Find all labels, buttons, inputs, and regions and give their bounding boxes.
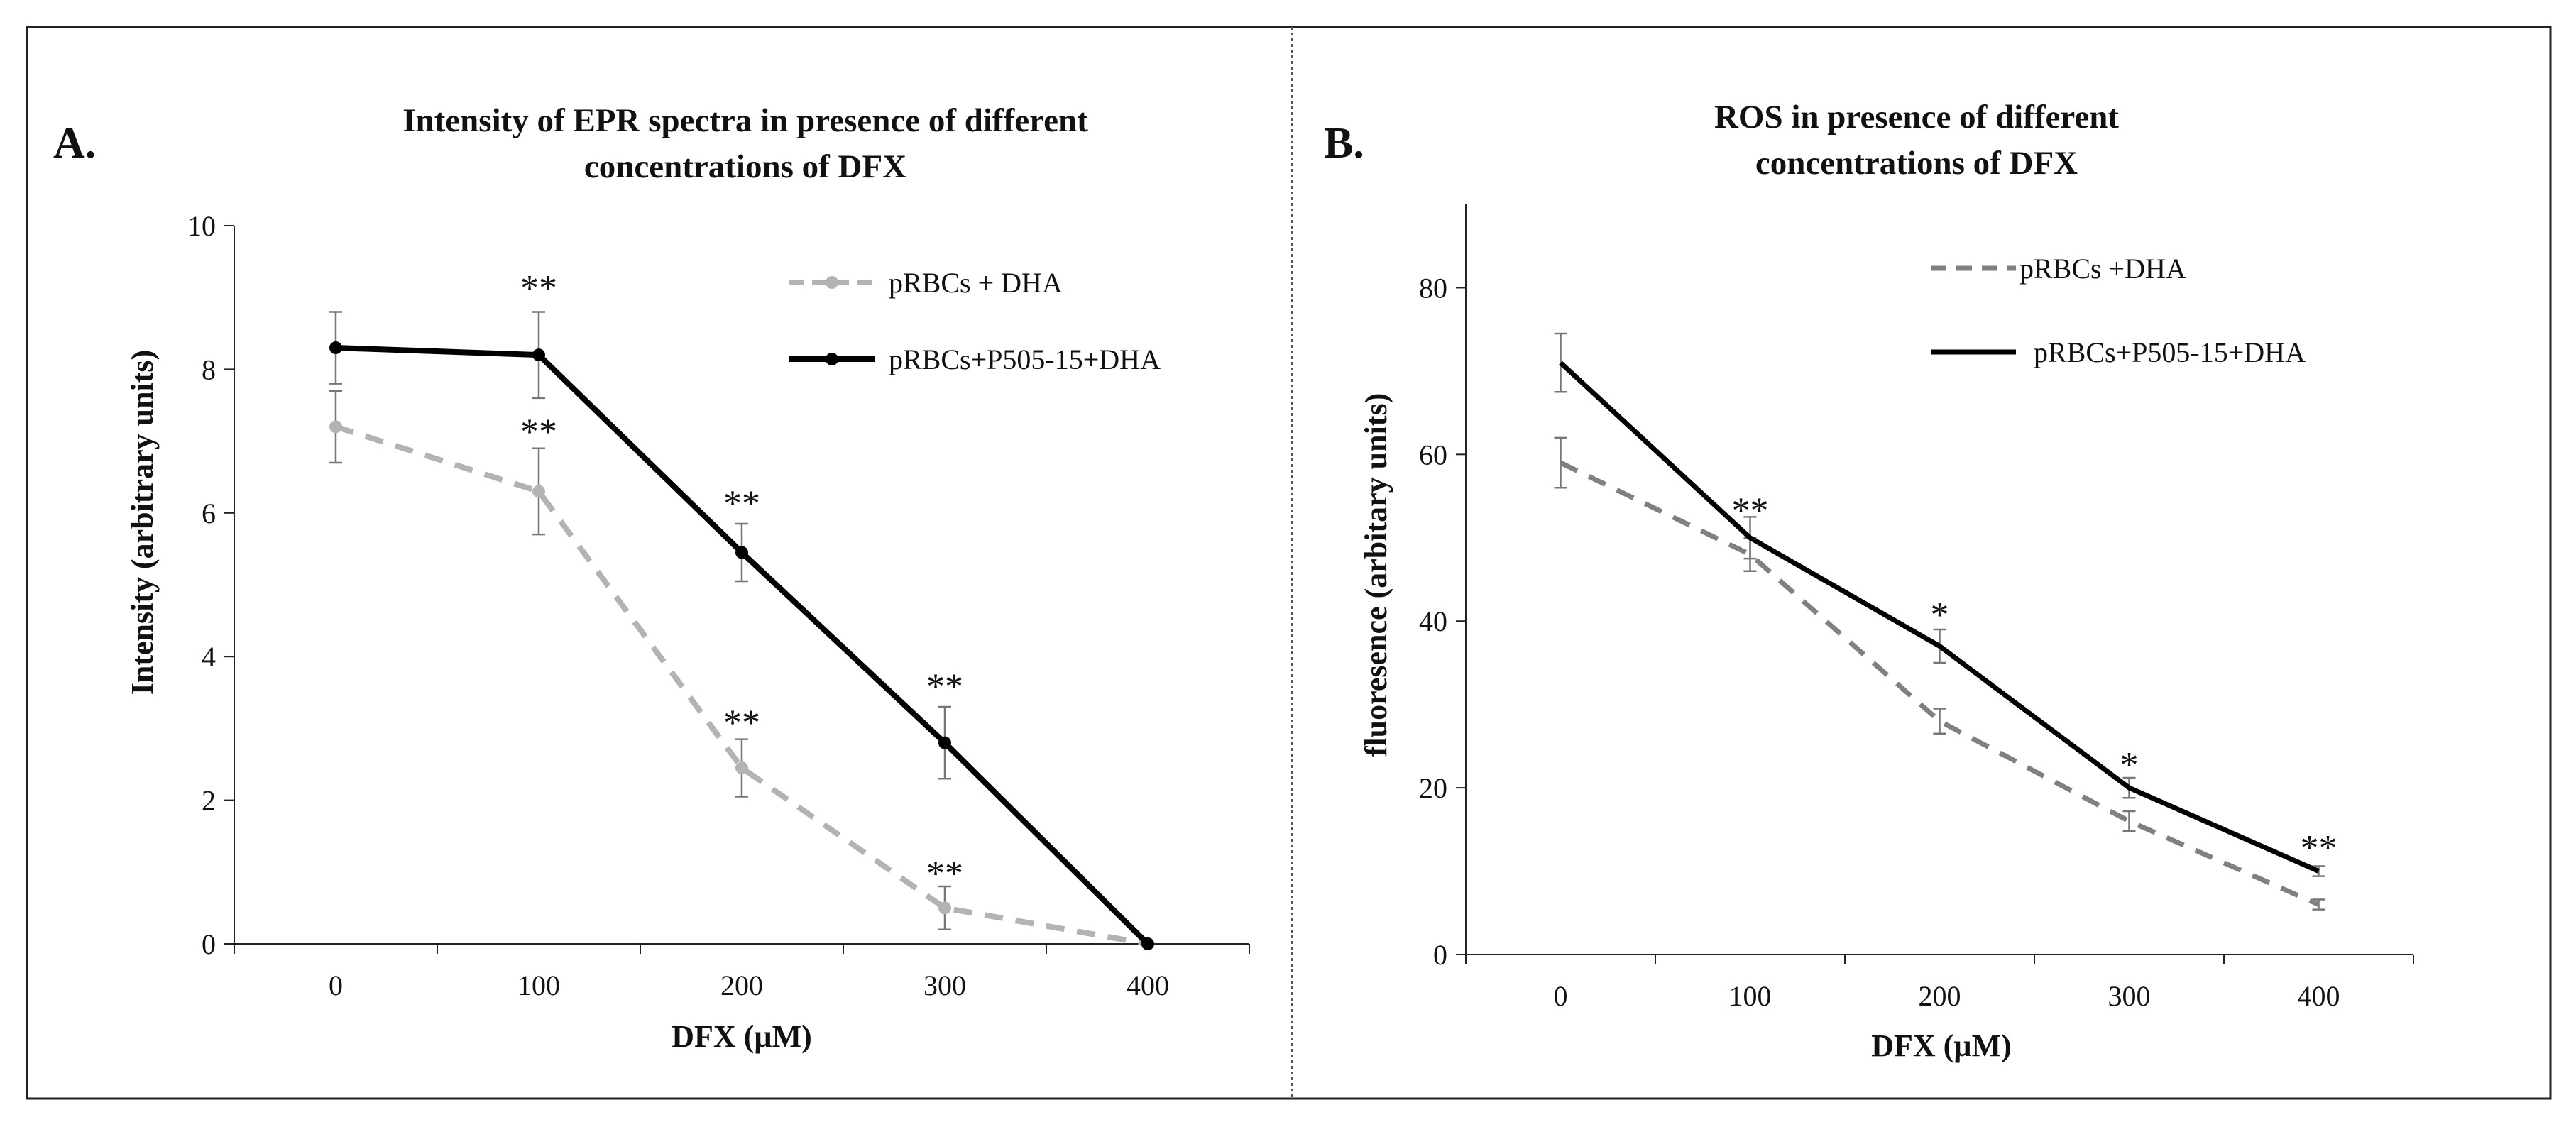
panel-a-x-axis-title: DFX (µM) (672, 1019, 812, 1054)
figure-border (26, 26, 2552, 1100)
panel-b-x-tick-label: 400 (2298, 980, 2340, 1012)
panel-b-significance-label: * (1931, 595, 1949, 635)
panel-a-legend-label-0: pRBCs + DHA (889, 267, 1063, 299)
panel-a-significance-label: ** (723, 484, 760, 524)
panel-a-series-1-point (938, 736, 951, 749)
panel-b-title-line-2: concentrations of DFX (1755, 145, 2078, 182)
panel-a-y-tick-label: 0 (202, 928, 216, 960)
panel-b: B. ROS in presence of different concentr… (1324, 99, 2414, 1063)
panel-a: A. Intensity of EPR spectra in presence … (53, 102, 1250, 1054)
panel-a-y-tick-label: 2 (202, 785, 216, 817)
panel-b-x-tick-label: 0 (1554, 980, 1568, 1012)
panel-a-significance-label: ** (520, 412, 557, 452)
panel-b-y-tick-label: 80 (1419, 272, 1447, 304)
panel-a-y-tick-label: 8 (202, 353, 216, 385)
panel-a-series-1-point (532, 348, 545, 362)
panel-a-legend-label-1: pRBCs+P505-15+DHA (889, 343, 1161, 375)
panel-a-series-1-point (735, 546, 748, 559)
panel-a-title-line-2: concentrations of DFX (584, 148, 906, 185)
panel-b-y-tick-label: 20 (1419, 772, 1447, 804)
panel-a-legend-marker-0 (826, 276, 838, 289)
panel-b-y-tick-label: 40 (1419, 605, 1447, 637)
panel-b-y-tick-label: 0 (1433, 939, 1447, 971)
panel-b-series-0-line (1559, 460, 2320, 907)
panel-a-series-0-point (329, 420, 342, 434)
panel-a-significance-label: ** (926, 854, 963, 894)
panel-a-legend-marker-1 (826, 353, 838, 365)
panel-b-legend-label-1: pRBCs+P505-15+DHA (2034, 336, 2306, 368)
panel-a-series-1-point (329, 341, 342, 355)
panel-a-x-tick-label: 400 (1127, 969, 1169, 1001)
panel-b-x-axis-title: DFX (µM) (1871, 1028, 2012, 1063)
panel-a-y-axis-title: Intensity (arbitrary units) (125, 350, 160, 695)
panel-a-series-0-point (938, 901, 951, 915)
panel-a-significance-label: ** (926, 667, 963, 708)
panel-a-series-1-line (335, 345, 1150, 946)
panel-a-series-0-point (735, 761, 748, 775)
panel-a-significance-label: ** (723, 703, 760, 743)
panel-b-x-tick-label: 300 (2108, 980, 2151, 1012)
panel-b-letter: B. (1324, 119, 1364, 167)
panel-b-series-1-line (1559, 361, 2320, 874)
panel-a-x-tick-label: 100 (517, 969, 560, 1001)
panel-a-x-tick-label: 0 (329, 969, 343, 1001)
panel-b-title-line-1: ROS in presence of different (1714, 99, 2119, 136)
panel-a-significance-label: ** (520, 268, 557, 309)
panel-a-series-0-line (334, 424, 1149, 947)
panel-b-x-tick-label: 200 (1919, 980, 1961, 1012)
panel-b-significance-label: ** (2301, 828, 2337, 869)
panel-b-significance-label: * (2120, 745, 2139, 786)
panel-b-plot: 0 20 40 60 80 0 100 200 300 400 pRBCs +DHA pRBCs+P5… (1419, 204, 2414, 1012)
panel-b-y-tick-label: 60 (1419, 439, 1447, 471)
panel-a-title-line-1: Intensity of EPR spectra in presence of … (402, 102, 1088, 139)
panel-a-y-tick-label: 4 (202, 641, 216, 673)
panel-a-y-tick-label: 10 (187, 210, 216, 242)
panel-b-x-tick-label: 100 (1729, 980, 1772, 1012)
panel-a-letter: A. (53, 119, 96, 167)
panel-b-y-axis-title: fluoresence (arbitary units) (1359, 393, 1393, 757)
panel-a-series-0-point (532, 485, 545, 498)
panel-b-significance-label: ** (1732, 491, 1769, 532)
panel-a-series-1-point (1141, 937, 1154, 950)
panel-a-x-tick-label: 300 (923, 969, 966, 1001)
panel-a-y-tick-label: 6 (202, 497, 216, 529)
panel-b-legend-label-0: pRBCs +DHA (2019, 253, 2186, 285)
panel-a-x-tick-label: 200 (720, 969, 763, 1001)
